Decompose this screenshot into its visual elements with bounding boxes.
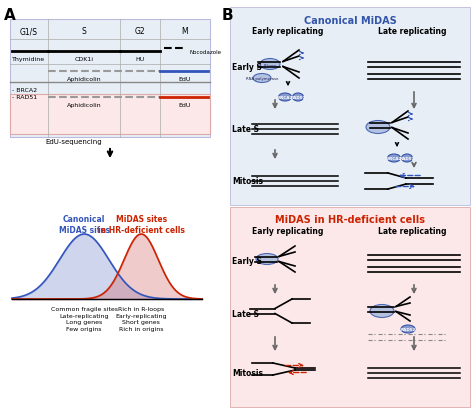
Text: Early S: Early S [232,63,262,72]
Text: M: M [182,27,188,36]
Ellipse shape [401,154,412,163]
Text: Thymidine: Thymidine [12,57,46,62]
Text: RAD51: RAD51 [290,96,306,100]
Bar [230,8,470,206]
Text: - BRCA2
- RAD51: - BRCA2 - RAD51 [12,88,37,100]
Text: RAD51: RAD51 [399,157,415,161]
Ellipse shape [366,121,390,134]
Text: RAD52: RAD52 [401,327,416,331]
Text: Common fragile sites
Late-replicating
Long genes
Few origins: Common fragile sites Late-replicating Lo… [51,306,118,331]
Text: A: A [4,8,16,23]
Text: Mitosis: Mitosis [232,369,263,377]
Text: R-loop: R-loop [264,64,276,68]
Text: EdU: EdU [179,77,191,82]
Text: Rich in R-loops
Early-replicating
Short genes
Rich in origins: Rich in R-loops Early-replicating Short … [116,306,167,331]
Text: EdU-sequencing: EdU-sequencing [46,139,102,145]
Text: Late S: Late S [232,125,259,134]
Bar [230,207,470,407]
Ellipse shape [279,94,292,102]
Text: Canonical
MiDAS sites: Canonical MiDAS sites [59,214,110,235]
Text: Aphidicolin: Aphidicolin [67,103,101,108]
Ellipse shape [370,305,394,318]
Bar [10,95,210,135]
Text: Early replicating: Early replicating [252,226,324,235]
Text: EdU: EdU [179,103,191,108]
Ellipse shape [292,94,303,102]
Text: Nocodazole: Nocodazole [190,50,222,55]
Text: Aphidicolin: Aphidicolin [67,77,101,82]
Text: Early S: Early S [232,257,262,266]
Text: Canonical MiDAS: Canonical MiDAS [304,16,396,26]
Ellipse shape [388,154,401,163]
Text: S: S [82,27,86,36]
Text: RNA polymerase: RNA polymerase [246,77,278,81]
Text: BRCA2: BRCA2 [386,157,401,161]
Text: MiDAS sites
in HR-deficient cells: MiDAS sites in HR-deficient cells [98,214,185,235]
Text: Early replicating: Early replicating [252,27,324,36]
Text: BRCA2: BRCA2 [277,96,292,100]
Text: B: B [222,8,234,23]
Text: HU: HU [136,57,145,62]
Text: Late replicating: Late replicating [378,226,446,235]
Text: CDK1i: CDK1i [74,57,93,62]
Bar [10,20,210,138]
Text: Late S: Late S [232,310,259,319]
Ellipse shape [253,74,271,83]
Text: G1/S: G1/S [20,27,38,36]
Text: MiDAS in HR-deficient cells: MiDAS in HR-deficient cells [275,214,425,224]
Ellipse shape [401,325,415,333]
Ellipse shape [260,59,280,70]
Text: Late replicating: Late replicating [378,27,446,36]
Text: Mitosis: Mitosis [232,177,263,186]
Ellipse shape [256,254,278,265]
Text: G2: G2 [135,27,146,36]
